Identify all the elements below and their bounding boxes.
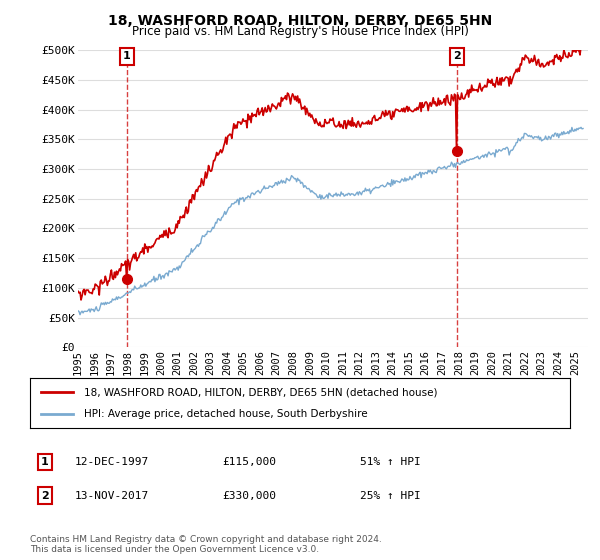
Text: £115,000: £115,000 — [222, 457, 276, 467]
Text: 1: 1 — [123, 52, 131, 62]
Text: 13-NOV-2017: 13-NOV-2017 — [75, 491, 149, 501]
Text: Contains HM Land Registry data © Crown copyright and database right 2024.
This d: Contains HM Land Registry data © Crown c… — [30, 535, 382, 554]
Text: 25% ↑ HPI: 25% ↑ HPI — [360, 491, 421, 501]
Text: 1: 1 — [41, 457, 49, 467]
Text: £330,000: £330,000 — [222, 491, 276, 501]
Text: 2: 2 — [453, 52, 461, 62]
Text: 12-DEC-1997: 12-DEC-1997 — [75, 457, 149, 467]
Text: 18, WASHFORD ROAD, HILTON, DERBY, DE65 5HN: 18, WASHFORD ROAD, HILTON, DERBY, DE65 5… — [108, 14, 492, 28]
Text: HPI: Average price, detached house, South Derbyshire: HPI: Average price, detached house, Sout… — [84, 409, 368, 419]
Text: 51% ↑ HPI: 51% ↑ HPI — [360, 457, 421, 467]
Text: Price paid vs. HM Land Registry's House Price Index (HPI): Price paid vs. HM Land Registry's House … — [131, 25, 469, 38]
Text: 2: 2 — [41, 491, 49, 501]
Text: 18, WASHFORD ROAD, HILTON, DERBY, DE65 5HN (detached house): 18, WASHFORD ROAD, HILTON, DERBY, DE65 5… — [84, 387, 437, 397]
